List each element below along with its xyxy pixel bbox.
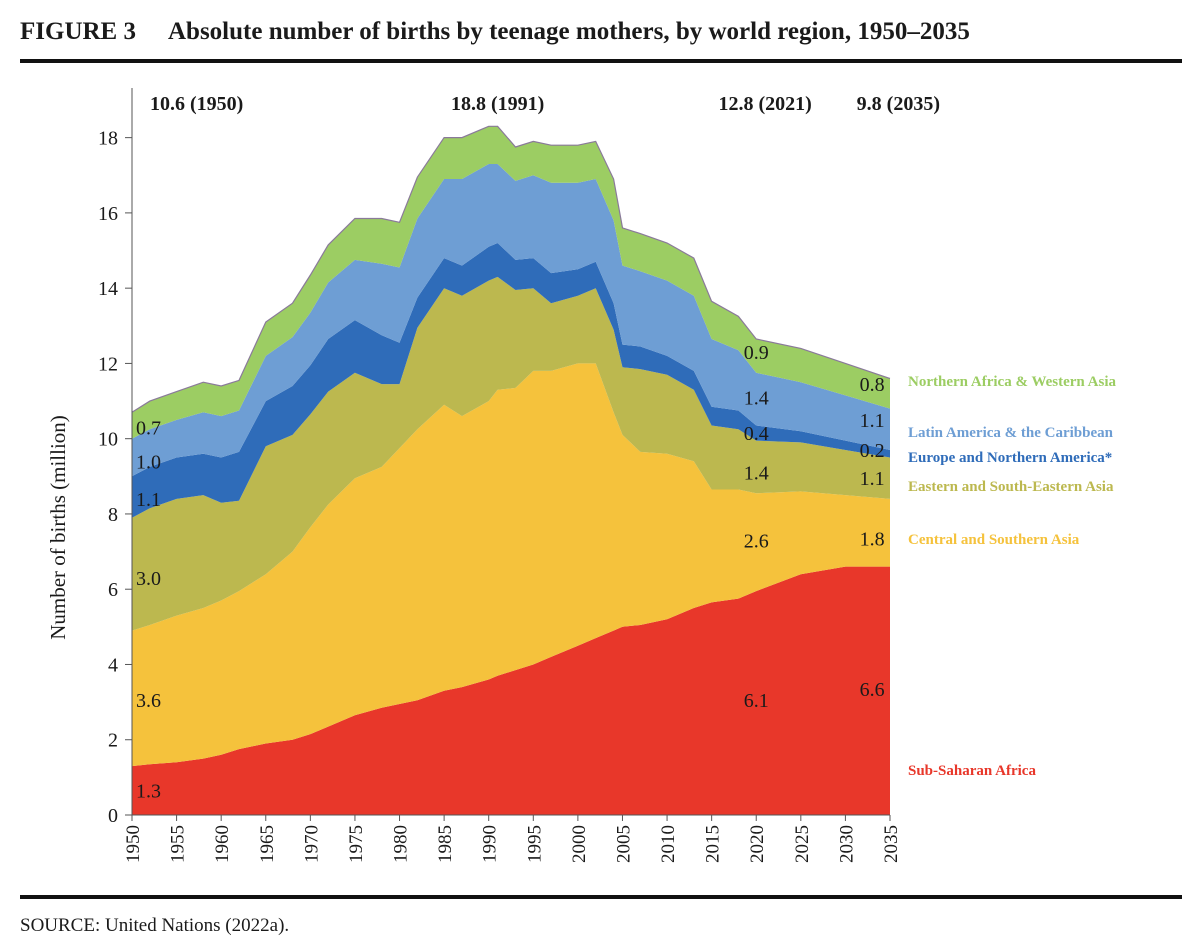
x-tick-label: 1970: [301, 825, 322, 863]
value-label: 0.8: [860, 374, 885, 396]
y-tick-label: 10: [98, 429, 118, 451]
peak-label: 10.6 (1950): [150, 93, 243, 115]
figure-title: Absolute number of births by teenage mot…: [167, 18, 970, 45]
value-label: 1.3: [136, 781, 161, 803]
legend-label-series-5: Northern Africa & Western Asia: [908, 374, 1117, 390]
x-tick-label: 1990: [480, 825, 501, 863]
x-tick-label: 1960: [212, 825, 233, 863]
area-series-5: [132, 126, 890, 439]
value-label: 0.9: [744, 342, 769, 364]
x-tick-label: 1955: [168, 825, 189, 863]
value-label: 1.0: [136, 451, 161, 473]
y-tick-label: 12: [98, 353, 118, 375]
figure-label: FIGURE 3: [20, 18, 136, 45]
top-rule: [20, 59, 1182, 63]
area-series-1: [132, 363, 890, 767]
y-tick-label: 2: [108, 730, 118, 752]
y-tick-label: 8: [108, 504, 118, 526]
x-tick-label: 1995: [524, 825, 545, 863]
value-label: 6.6: [860, 679, 885, 701]
legend-label-series-4: Latin America & the Caribbean: [908, 425, 1114, 441]
x-tick-label: 1980: [391, 825, 412, 863]
value-label: 3.0: [136, 568, 161, 590]
x-tick-label: 2010: [658, 825, 679, 863]
y-tick-label: 0: [108, 805, 118, 827]
y-tick-label: 4: [108, 654, 118, 676]
value-label: 1.4: [744, 463, 769, 485]
value-label: 1.4: [744, 387, 769, 409]
source-note: SOURCE: United Nations (2022a).: [20, 915, 290, 936]
x-tick-label: 1985: [435, 825, 456, 863]
peak-label: 9.8 (2035): [857, 93, 940, 115]
value-label: 0.2: [860, 440, 885, 462]
value-label: 2.6: [744, 530, 769, 552]
value-label: 1.1: [136, 489, 161, 511]
legend-label-series-2: Eastern and South-Eastern Asia: [908, 479, 1114, 495]
x-tick-label: 2015: [703, 825, 724, 863]
x-tick-label: 1975: [346, 825, 367, 863]
x-tick-label: 2030: [836, 825, 857, 863]
x-tick-label: 2025: [792, 825, 813, 863]
value-label: 1.8: [860, 528, 885, 550]
x-tick-label: 2035: [881, 825, 902, 863]
stacked-area-chart: 0 2 4 6 8 10 12 14 16 18 1950 1955 1960 1965 1970 1975 1…: [46, 88, 1117, 863]
figure-header: FIGURE 3 Absolute number of births by te…: [20, 18, 1182, 58]
legend-label-series-0: Sub-Saharan Africa: [908, 763, 1036, 779]
value-label: 1.1: [860, 468, 885, 490]
x-tick-label: 1965: [257, 825, 278, 863]
x-tick-label: 1950: [123, 825, 144, 863]
y-tick-label: 14: [98, 278, 118, 300]
area-series-0: [132, 566, 890, 815]
area-series-3: [132, 243, 890, 518]
value-label: 3.6: [136, 690, 161, 712]
x-tick-label: 2020: [747, 825, 768, 863]
area-series-4: [132, 164, 890, 477]
value-label: 6.1: [744, 690, 769, 712]
x-tick-label: 2000: [569, 825, 590, 863]
total-outline: [131, 125, 891, 413]
legend-label-series-3: Europe and Northern America*: [908, 450, 1112, 466]
peak-label: 12.8 (2021): [718, 93, 811, 115]
peak-label: 18.8 (1991): [451, 93, 544, 115]
value-label: 0.4: [744, 423, 769, 445]
x-tick-label: 2005: [613, 825, 634, 863]
y-tick-label: 16: [98, 203, 118, 225]
y-tick-label: 18: [98, 128, 118, 150]
area-series-2: [132, 276, 890, 631]
y-axis-label: Number of births (million): [46, 415, 70, 640]
value-label: 0.7: [136, 417, 161, 439]
bottom-rule: [20, 895, 1182, 899]
legend-label-series-1: Central and Southern Asia: [908, 532, 1080, 548]
y-tick-label: 6: [108, 579, 118, 601]
value-label: 1.1: [860, 410, 885, 432]
